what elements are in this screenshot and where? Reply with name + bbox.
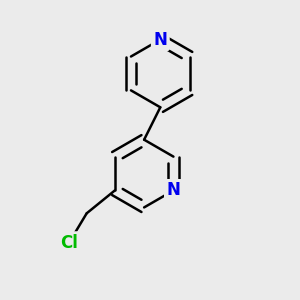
- Text: Cl: Cl: [60, 234, 78, 252]
- Text: N: N: [167, 182, 180, 200]
- Text: N: N: [153, 31, 167, 49]
